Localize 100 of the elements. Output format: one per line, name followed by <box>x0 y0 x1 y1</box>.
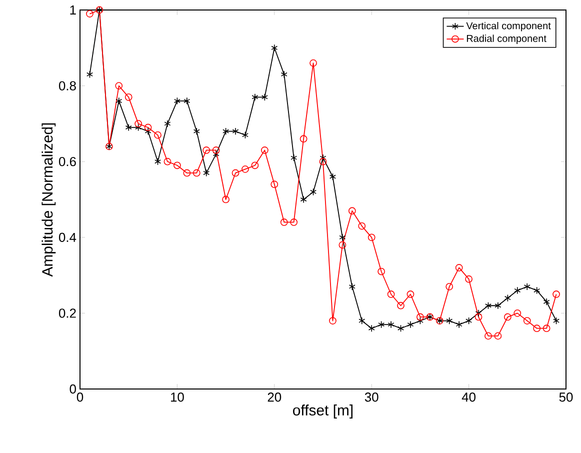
point <box>446 317 453 324</box>
x-tick-label: 0 <box>76 392 84 402</box>
x-axis-title: offset [m] <box>293 404 353 418</box>
point <box>270 180 278 188</box>
y-tick-label: 0.2 <box>58 308 76 318</box>
point <box>329 317 336 324</box>
point <box>348 207 356 215</box>
point <box>523 317 531 324</box>
point <box>203 169 210 177</box>
y-tick-label: 0.4 <box>58 232 76 242</box>
y-tick-label: 0 <box>70 384 76 394</box>
point <box>280 70 288 78</box>
y-axis-title: Amplitude [Normalized] <box>42 123 56 277</box>
x-tick-label: 10 <box>170 392 184 402</box>
point <box>552 290 560 298</box>
point <box>202 146 210 154</box>
point <box>416 317 424 324</box>
legend-label: Radial component <box>466 34 546 44</box>
point <box>222 196 230 204</box>
point <box>514 286 521 294</box>
point <box>222 128 230 135</box>
point <box>174 97 180 105</box>
y-tick-label: 1 <box>70 6 76 14</box>
point <box>252 93 258 101</box>
point <box>242 165 249 173</box>
x-tick-label: 20 <box>268 392 282 402</box>
point <box>154 158 162 166</box>
point <box>504 313 512 321</box>
point <box>348 282 356 290</box>
x-tick-label: 30 <box>364 392 378 402</box>
y-tick-label: 0.8 <box>58 81 76 90</box>
point <box>251 162 259 170</box>
point <box>86 10 94 18</box>
legend-label: Vertical component <box>466 22 551 32</box>
point <box>543 298 550 306</box>
point <box>484 302 492 310</box>
point <box>397 302 404 310</box>
point <box>398 324 404 332</box>
point <box>446 282 454 290</box>
point <box>474 313 482 321</box>
point <box>338 241 346 249</box>
point <box>300 135 308 143</box>
point <box>135 124 142 132</box>
point <box>456 320 462 328</box>
point <box>86 70 93 78</box>
point <box>368 324 375 332</box>
point <box>465 275 472 283</box>
point <box>154 131 162 139</box>
point <box>416 313 424 321</box>
point <box>193 128 200 135</box>
point <box>329 173 336 180</box>
point <box>553 317 560 324</box>
point <box>183 169 191 177</box>
point <box>300 196 307 204</box>
y-tick-label: 0.6 <box>58 157 76 166</box>
point <box>494 302 502 310</box>
point <box>290 218 298 226</box>
point <box>125 124 132 132</box>
x-tick-label: 40 <box>462 392 476 402</box>
point <box>358 222 366 230</box>
point <box>212 150 220 158</box>
point <box>164 158 172 166</box>
point <box>280 218 288 226</box>
point <box>232 128 239 135</box>
point <box>534 286 540 294</box>
point <box>319 158 327 166</box>
point <box>407 320 414 328</box>
point <box>388 320 394 328</box>
point <box>164 120 171 128</box>
point <box>124 93 132 101</box>
point <box>144 128 152 135</box>
point <box>524 282 530 290</box>
point <box>484 332 492 340</box>
point <box>115 82 123 90</box>
point <box>406 290 414 298</box>
point <box>339 234 346 242</box>
point <box>242 131 248 139</box>
point <box>144 124 152 132</box>
point <box>455 264 463 272</box>
point <box>310 188 317 196</box>
point <box>475 310 482 317</box>
point <box>271 44 278 52</box>
point <box>290 154 298 162</box>
point <box>116 97 122 105</box>
point <box>358 317 366 324</box>
point <box>494 332 502 340</box>
point <box>260 146 268 154</box>
point <box>466 317 472 324</box>
point <box>533 324 541 332</box>
point <box>378 320 385 328</box>
point <box>261 93 268 101</box>
point <box>232 169 240 177</box>
point <box>378 268 386 276</box>
point <box>387 290 395 298</box>
point <box>134 120 142 128</box>
point <box>514 310 522 317</box>
point <box>174 162 181 170</box>
point <box>212 146 220 154</box>
point <box>368 234 376 242</box>
point <box>504 294 511 302</box>
